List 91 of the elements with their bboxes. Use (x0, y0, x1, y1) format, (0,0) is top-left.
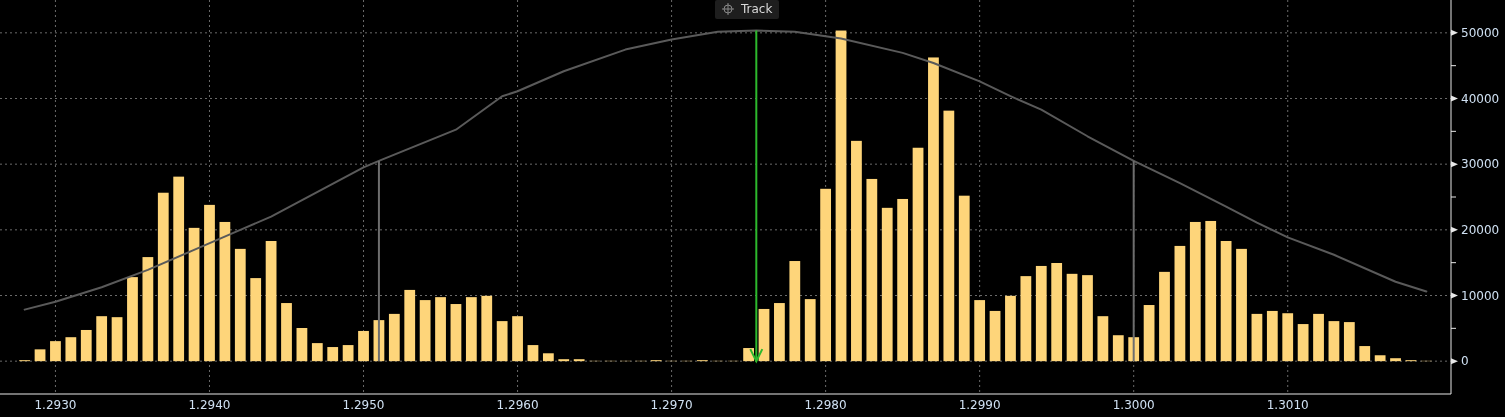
x-tick-label: 1.2930 (34, 398, 77, 412)
bar (450, 304, 462, 362)
bar (1174, 245, 1186, 362)
bar (496, 321, 508, 362)
bar (1097, 316, 1109, 362)
bar (881, 207, 893, 362)
y-tick-label: 30000 (1461, 157, 1500, 172)
bar (1082, 275, 1093, 362)
bar (1112, 335, 1124, 362)
bar (989, 310, 1001, 362)
bar (1359, 346, 1371, 362)
bar (1189, 221, 1201, 362)
bar (1143, 305, 1155, 362)
annotation: Track (740, 2, 773, 17)
bar (928, 57, 939, 362)
bar (142, 257, 154, 362)
bar (1236, 248, 1247, 362)
bar (188, 227, 200, 362)
bar (342, 345, 354, 362)
bar (111, 317, 123, 362)
bar (758, 308, 770, 362)
bar (804, 299, 816, 362)
bar (234, 248, 246, 362)
bar (774, 303, 785, 362)
bar (388, 313, 400, 362)
y-tick-label: 10000 (1461, 288, 1500, 303)
y-tick-label: 50000 (1461, 26, 1500, 41)
bar (296, 328, 308, 362)
bar (204, 204, 215, 362)
x-tick-label: 1.3000 (1112, 398, 1155, 412)
bar (311, 343, 323, 362)
bar (1159, 271, 1170, 362)
x-tick-label: 1.2940 (188, 398, 231, 412)
bar (527, 345, 539, 362)
bar (1313, 313, 1324, 362)
bar (958, 195, 970, 362)
x-tick-label: 1.2970 (650, 398, 693, 412)
bar (127, 277, 138, 362)
bar (851, 140, 862, 362)
bar (34, 349, 46, 362)
bar (943, 110, 955, 362)
bar (157, 192, 169, 362)
bar (96, 316, 108, 362)
x-tick-label: 1.2950 (342, 398, 385, 412)
bar (1374, 355, 1386, 362)
bar (1343, 322, 1355, 362)
bar (542, 353, 554, 362)
bar (1066, 273, 1078, 362)
bar (512, 316, 523, 362)
bar (465, 297, 477, 362)
bar (250, 278, 262, 362)
bar (1297, 324, 1309, 362)
bar (281, 303, 292, 362)
bar (789, 261, 801, 362)
bar (435, 297, 446, 362)
x-tick-label: 1.3010 (1266, 398, 1309, 412)
bar (820, 188, 832, 362)
line-series (23, 29, 1428, 311)
bar (481, 295, 493, 362)
bar (1266, 310, 1278, 362)
bar (419, 300, 431, 362)
bar (835, 30, 847, 362)
bar (404, 289, 416, 362)
y-tick-label: 20000 (1461, 223, 1500, 238)
bar (912, 147, 924, 362)
bar (1220, 241, 1232, 362)
bar (327, 347, 339, 362)
bar (1282, 313, 1294, 362)
bar (897, 198, 909, 362)
bar (80, 329, 92, 362)
bar (265, 241, 277, 362)
bar (1005, 295, 1016, 362)
bar (219, 221, 231, 362)
y-tick-label: 0 (1461, 354, 1469, 369)
bar (1328, 321, 1340, 362)
bar (65, 337, 77, 362)
bar (1035, 265, 1047, 362)
bar (1051, 263, 1063, 362)
bar (1205, 220, 1217, 362)
x-tick-label: 1.2990 (958, 398, 1001, 412)
x-tick-label: 1.2980 (804, 398, 847, 412)
bar (50, 341, 61, 362)
y-tick-label: 40000 (1461, 91, 1500, 106)
bar (866, 178, 878, 362)
bar (358, 330, 369, 362)
bar (1251, 313, 1263, 362)
x-tick-label: 1.2960 (496, 398, 539, 412)
bar (974, 300, 986, 362)
bar (173, 176, 185, 362)
bar (1390, 358, 1401, 362)
bar (1020, 276, 1032, 362)
